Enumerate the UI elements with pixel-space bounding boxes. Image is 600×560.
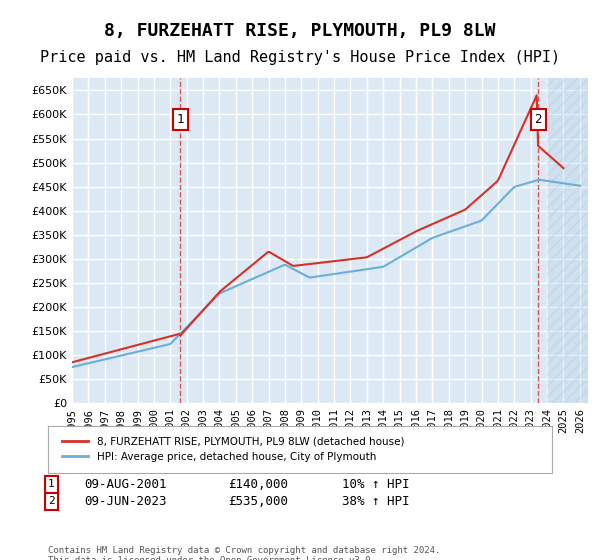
Text: 2: 2 xyxy=(48,496,55,506)
Text: £140,000: £140,000 xyxy=(228,478,288,491)
Text: 10% ↑ HPI: 10% ↑ HPI xyxy=(342,478,409,491)
Text: 09-JUN-2023: 09-JUN-2023 xyxy=(84,494,167,508)
Text: 38% ↑ HPI: 38% ↑ HPI xyxy=(342,494,409,508)
Text: Contains HM Land Registry data © Crown copyright and database right 2024.
This d: Contains HM Land Registry data © Crown c… xyxy=(48,546,440,560)
Text: 2: 2 xyxy=(534,113,542,126)
Text: 1: 1 xyxy=(176,113,184,126)
Text: 09-AUG-2001: 09-AUG-2001 xyxy=(84,478,167,491)
Text: £535,000: £535,000 xyxy=(228,494,288,508)
Text: 8, FURZEHATT RISE, PLYMOUTH, PL9 8LW: 8, FURZEHATT RISE, PLYMOUTH, PL9 8LW xyxy=(104,22,496,40)
Legend: 8, FURZEHATT RISE, PLYMOUTH, PL9 8LW (detached house), HPI: Average price, detac: 8, FURZEHATT RISE, PLYMOUTH, PL9 8LW (de… xyxy=(58,433,409,466)
Text: 1: 1 xyxy=(48,479,55,489)
Text: Price paid vs. HM Land Registry's House Price Index (HPI): Price paid vs. HM Land Registry's House … xyxy=(40,50,560,66)
Bar xyxy=(547,78,588,403)
